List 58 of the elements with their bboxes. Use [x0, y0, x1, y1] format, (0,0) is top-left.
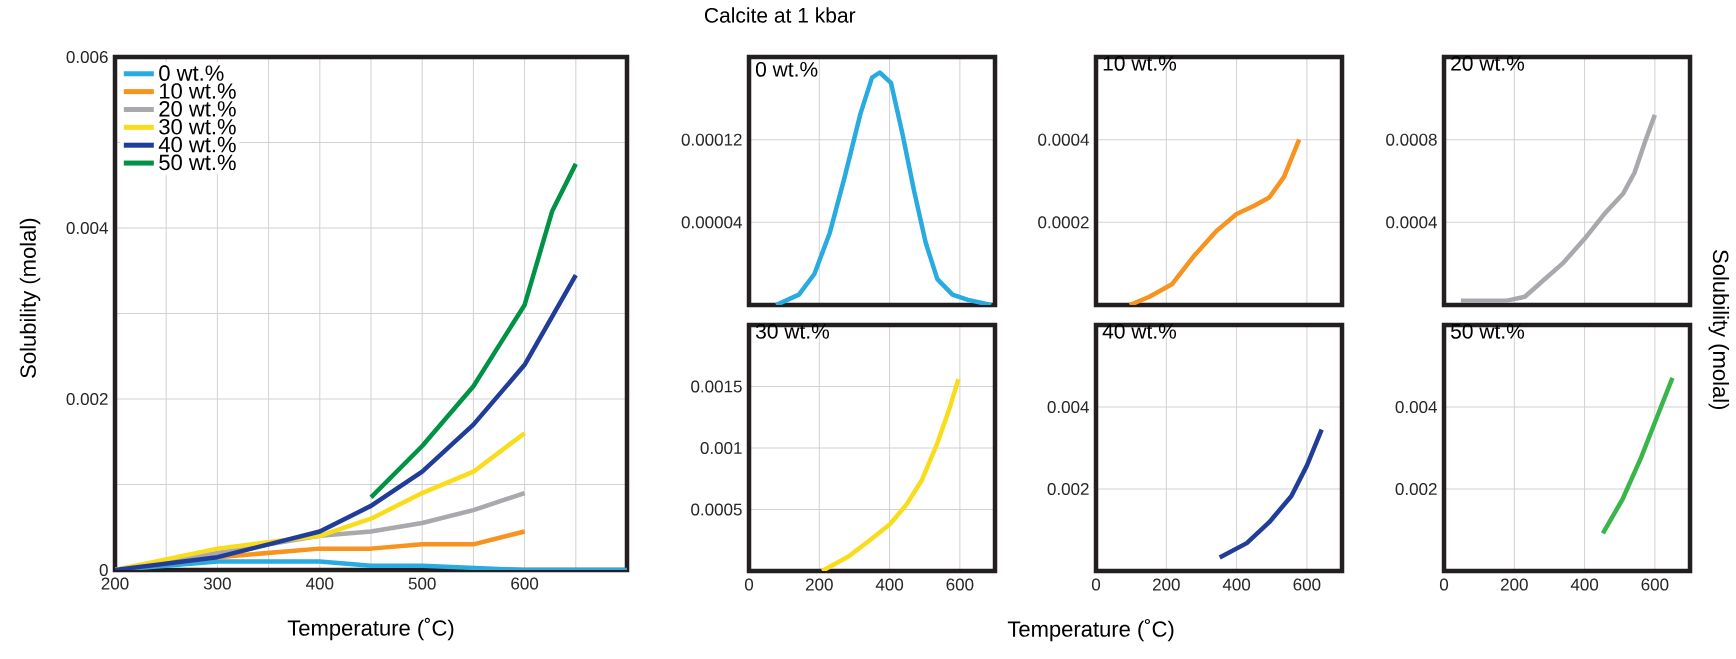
legend-label: 0 wt.%: [159, 65, 224, 81]
y-tick-label: 0.0008: [1386, 133, 1437, 146]
y-tick-label: 0.0005: [691, 503, 742, 516]
x-tick-label: 500: [408, 577, 436, 590]
x-tick-label: 0: [1091, 578, 1101, 591]
line-series: [1217, 427, 1324, 560]
chart-title: 30 wt.%: [755, 323, 830, 339]
y-tick-label: 0.004: [66, 221, 108, 235]
x-axis-title: Temperature (˚C): [287, 617, 454, 641]
x-tick-label: 600: [1293, 578, 1321, 591]
line-series: [1458, 112, 1658, 304]
y-tick-label: 0.002: [1047, 482, 1089, 496]
legend-label: 20 wt.%: [159, 101, 236, 117]
x-tick-label: 400: [875, 578, 904, 591]
x-axis-title: Temperature (˚C): [1007, 618, 1174, 642]
y-tick-label: 0.001: [700, 441, 742, 455]
line-series: [115, 272, 579, 570]
x-tick-label: 200: [805, 578, 833, 591]
y-tick-label: 0.0004: [1386, 216, 1437, 229]
y-tick-label: 0: [99, 563, 108, 577]
line-series: [1600, 375, 1675, 536]
y-tick-label: 0.00012: [681, 133, 742, 146]
chart-title: Calcite at 1 kbar: [704, 7, 856, 23]
legend-label: 40 wt.%: [158, 136, 236, 153]
y-axis-title: Solubility (molal): [19, 218, 41, 378]
y-tick-label: 0.006: [66, 50, 108, 64]
y-tick-label: 0.0002: [1038, 216, 1089, 229]
line-series: [1127, 137, 1302, 305]
x-tick-label: 300: [203, 577, 231, 590]
x-tick-label: 400: [306, 577, 334, 590]
x-tick-label: 200: [1500, 578, 1528, 591]
x-tick-label: 0: [1439, 578, 1449, 591]
x-tick-label: 600: [946, 578, 974, 591]
line-series: [819, 376, 961, 571]
x-tick-label: 600: [511, 577, 539, 590]
line-series: [368, 161, 579, 500]
chart-title: 50 wt.%: [1450, 323, 1525, 339]
x-tick-label: 200: [1152, 578, 1180, 591]
y-tick-label: 0.0015: [691, 380, 742, 393]
legend-label: 10 wt.%: [160, 83, 236, 99]
legend-label: 50 wt.%: [159, 154, 236, 171]
y-tick-label: 0.004: [1395, 400, 1437, 414]
chart-title: 40 wt.%: [1102, 323, 1177, 339]
y-tick-label: 0.00004: [681, 216, 742, 229]
y-tick-label: 0.004: [1047, 400, 1089, 414]
y-tick-label: 0.002: [1395, 482, 1437, 496]
chart-title: 10 wt.%: [1103, 55, 1177, 71]
x-tick-label: 400: [1222, 578, 1251, 591]
x-tick-label: 0: [744, 578, 754, 591]
annotation: 0 wt.%: [755, 61, 818, 77]
legend-label: 30 wt.%: [159, 118, 236, 135]
y-axis-title: Solubility (molal): [1708, 250, 1730, 410]
chart-title: 20 wt.%: [1451, 55, 1525, 71]
x-tick-label: 200: [101, 577, 129, 590]
x-tick-label: 600: [1641, 578, 1669, 591]
y-tick-label: 0.0004: [1038, 133, 1089, 146]
y-tick-label: 0.002: [66, 392, 108, 406]
x-tick-label: 400: [1570, 578, 1599, 591]
